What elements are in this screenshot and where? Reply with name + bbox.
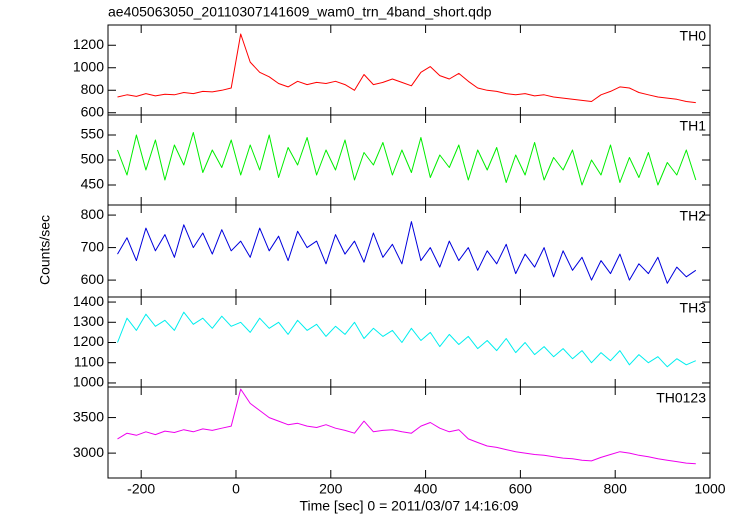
panel-frame	[107, 114, 711, 206]
x-tick-label: 200	[319, 481, 343, 497]
y-tick-label: 550	[81, 126, 105, 142]
y-tick-label: 1300	[73, 313, 104, 329]
chart-title: ae405063050_20110307141609_wam0_trn_4ban…	[108, 4, 492, 20]
series-line	[117, 221, 697, 284]
y-tick-label: 450	[81, 176, 105, 192]
series-line	[117, 388, 696, 465]
x-tick-label: 600	[509, 481, 533, 497]
x-tick-label: 1000	[694, 481, 725, 497]
x-tick-label: -200	[127, 481, 155, 497]
series-line	[117, 132, 697, 186]
panel-frame	[107, 386, 711, 479]
y-tick-label: 600	[81, 103, 105, 119]
y-tick-label: 700	[81, 238, 105, 254]
y-tick-label: 800	[81, 81, 105, 97]
y-tick-label: 1400	[73, 293, 104, 309]
panel-frame	[107, 204, 711, 298]
y-tick-label: 500	[81, 151, 105, 167]
y-tick-label: 600	[81, 271, 105, 287]
panel-label: TH0	[680, 28, 707, 44]
panel-frame	[107, 24, 711, 116]
x-tick-label: 400	[414, 481, 438, 497]
panel-label: TH0123	[656, 390, 706, 406]
y-tick-label: 1000	[73, 374, 104, 390]
y-tick-label: 1100	[74, 353, 104, 369]
y-tick-label: 1200	[73, 333, 104, 349]
panel-label: TH2	[680, 208, 707, 224]
panel-label: TH1	[680, 118, 707, 134]
y-axis-label: Counts/sec	[37, 215, 53, 285]
x-tick-label: 0	[232, 481, 240, 497]
y-tick-label: 3000	[73, 444, 104, 460]
y-tick-label: 1000	[73, 58, 104, 74]
y-tick-label: 3500	[73, 408, 104, 424]
y-tick-label: 1200	[73, 36, 104, 52]
y-tick-label: 800	[81, 206, 105, 222]
panel-label: TH3	[680, 300, 707, 316]
panel-frame	[107, 296, 711, 388]
x-tick-label: 800	[604, 481, 628, 497]
series-line	[117, 311, 696, 368]
series-line	[117, 33, 696, 104]
x-axis-label: Time [sec] 0 = 2011/03/07 14:16:09	[299, 498, 518, 514]
